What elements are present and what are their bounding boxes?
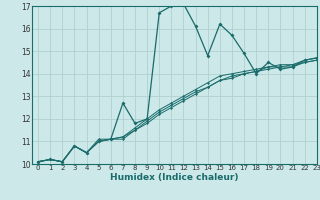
X-axis label: Humidex (Indice chaleur): Humidex (Indice chaleur) [110,173,239,182]
